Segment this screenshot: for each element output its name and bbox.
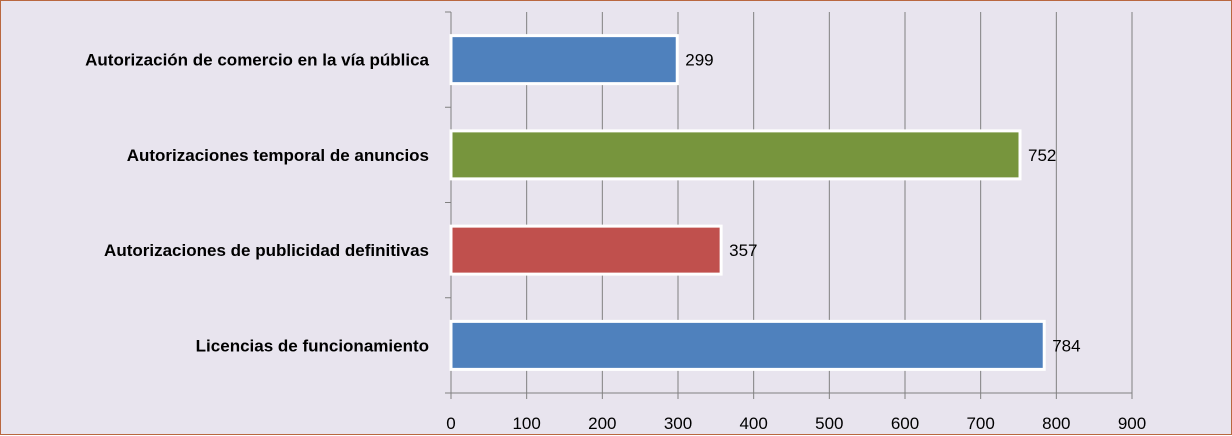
bar	[449, 319, 1046, 371]
bar	[449, 129, 1022, 181]
data-label: 784	[1052, 336, 1080, 355]
x-tick-label: 400	[739, 414, 767, 433]
category-label: Licencias de funcionamiento	[196, 336, 429, 355]
x-tick-label: 300	[664, 414, 692, 433]
x-tick-label: 900	[1118, 414, 1146, 433]
x-tick-label: 200	[588, 414, 616, 433]
bar	[449, 34, 679, 86]
x-tick-label: 100	[512, 414, 540, 433]
x-tick-label: 600	[891, 414, 919, 433]
x-tick-label: 700	[966, 414, 994, 433]
labels: 0 100 200 300 400 500 600 700 800 900 Autorización…	[85, 51, 1146, 433]
x-tick-label: 0	[446, 414, 455, 433]
bar	[449, 224, 723, 276]
bars	[449, 34, 1046, 371]
data-label: 357	[729, 241, 757, 260]
category-label: Autorizaciones temporal de anuncios	[127, 146, 429, 165]
data-label: 299	[685, 51, 713, 70]
x-tick-label: 500	[815, 414, 843, 433]
data-label: 752	[1028, 146, 1056, 165]
category-label: Autorizaciones de publicidad definitivas	[104, 241, 429, 260]
x-tick-label: 800	[1042, 414, 1070, 433]
category-label: Autorización de comercio en la vía públi…	[85, 51, 429, 70]
